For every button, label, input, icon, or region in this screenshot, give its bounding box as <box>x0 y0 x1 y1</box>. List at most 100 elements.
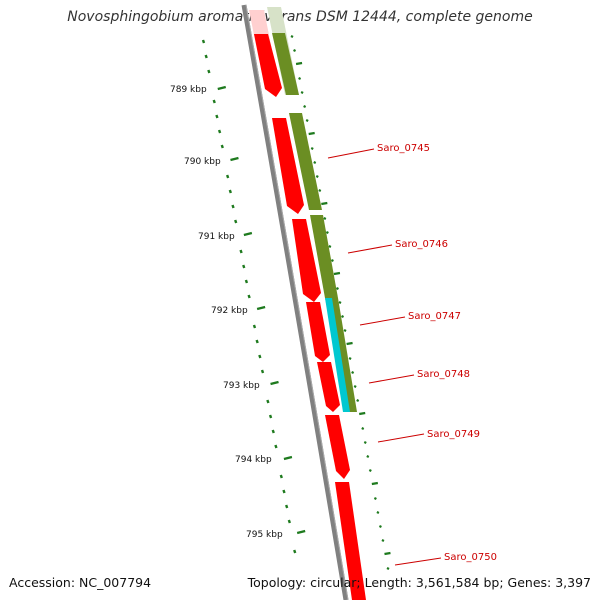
ruler-minor-tick <box>285 504 289 509</box>
ruler-minor-tick <box>217 129 222 134</box>
outer-tick <box>300 91 304 94</box>
leader-line <box>368 374 415 384</box>
outer-tick <box>359 411 366 416</box>
outer-tick <box>313 161 317 164</box>
outer-tick <box>295 61 303 66</box>
outer-tick <box>335 287 339 290</box>
outer-tick <box>333 271 341 276</box>
gene-feature[interactable] <box>289 113 322 210</box>
ruler-minor-tick <box>226 174 230 179</box>
cds-feature[interactable] <box>272 118 304 214</box>
accession-text: Accession: NC_007794 <box>9 575 152 590</box>
ruler-minor-tick <box>207 69 211 74</box>
ruler-minor-tick <box>201 39 206 44</box>
ruler-minor-tick <box>239 249 243 254</box>
ruler-minor-tick <box>255 339 259 344</box>
cds-feature[interactable] <box>317 362 340 412</box>
gene-label[interactable]: Saro_0747 <box>408 311 461 322</box>
ruler-label: 790 kbp <box>184 157 221 167</box>
outer-tick <box>325 231 329 234</box>
outer-tick <box>361 427 365 430</box>
ruler-minor-tick <box>212 99 216 104</box>
outer-tick <box>293 49 297 52</box>
outer-tick <box>386 567 390 570</box>
leader-line <box>327 148 375 159</box>
ruler-minor-tick <box>282 489 286 494</box>
gene-label[interactable]: Saro_0749 <box>427 429 480 440</box>
ruler-minor-tick <box>271 429 275 434</box>
ruler-label: 793 kbp <box>223 381 260 391</box>
outer-tick <box>376 511 380 514</box>
ruler-minor-tick <box>287 519 291 524</box>
ruler-minor-tick <box>220 144 224 149</box>
ruler-minor-tick <box>258 354 262 359</box>
ruler-minor-tick <box>231 204 235 209</box>
ruler-label: 791 kbp <box>198 232 235 242</box>
misc-feature[interactable] <box>325 298 350 412</box>
genome-backbone-highlight <box>245 4 349 600</box>
cds-feature[interactable] <box>335 482 366 600</box>
gene-feature[interactable] <box>310 215 338 298</box>
gene-feature[interactable] <box>272 33 299 95</box>
ruler-minor-tick <box>274 444 278 449</box>
outer-tick-marks <box>290 35 391 570</box>
cds-feature[interactable] <box>325 415 350 479</box>
ruler-minor-tick <box>242 264 246 269</box>
ruler-minor-tick <box>204 54 208 59</box>
outer-tick <box>318 189 322 192</box>
ruler-label: 794 kbp <box>235 455 272 465</box>
ruler-minor-tick <box>293 549 297 554</box>
leader-line <box>394 557 442 566</box>
cds-feature[interactable] <box>306 302 330 362</box>
gene-label[interactable]: Saro_0748 <box>417 369 470 380</box>
outer-tick <box>310 147 314 150</box>
ruler-major-tick <box>256 305 266 311</box>
gene-label[interactable]: Saro_0750 <box>444 552 497 563</box>
ruler-major-tick <box>296 529 306 535</box>
outer-tick <box>381 539 385 542</box>
outer-tick <box>303 105 307 108</box>
ruler-major-tick <box>270 380 279 386</box>
gene-labels: Saro_0745 Saro_0746 Saro_0747 Saro_0748 … <box>377 143 497 563</box>
outer-tick <box>298 77 302 80</box>
gene-label[interactable]: Saro_0745 <box>377 143 430 154</box>
ruler-minor-tick <box>279 474 283 479</box>
gene-label[interactable]: Saro_0746 <box>395 239 448 250</box>
outer-tick <box>368 469 372 472</box>
outer-tick <box>384 551 391 556</box>
outer-tick <box>348 357 352 360</box>
ruler-labels: 789 kbp 790 kbp 791 kbp 792 kbp 793 kbp … <box>170 85 283 540</box>
outer-tick <box>321 201 328 206</box>
outer-tick <box>315 175 319 178</box>
outer-tick <box>330 259 334 262</box>
gene-label-leaders <box>327 148 442 566</box>
leader-line <box>377 433 425 443</box>
outer-tick <box>346 341 353 346</box>
genome-summary-text: Topology: circular; Length: 3,561,584 bp… <box>247 575 591 590</box>
ruler-minor-tick <box>268 414 273 419</box>
ruler-minor-tick <box>266 399 270 404</box>
ruler-minor-tick <box>234 219 238 224</box>
genome-title: Novosphingobium aromaticivorans DSM 1244… <box>67 9 533 25</box>
outer-tick <box>338 301 342 304</box>
ruler-minor-tick <box>252 324 257 329</box>
cds-feature[interactable] <box>292 219 321 302</box>
ruler-minor-tick <box>247 294 251 299</box>
outer-tick <box>328 245 332 248</box>
ruler-major-tick <box>283 455 293 461</box>
ruler-minor-tick <box>244 279 249 284</box>
ruler-major-tick <box>230 156 239 162</box>
cds-feature[interactable] <box>254 34 282 97</box>
ruler-minor-tick <box>215 114 219 119</box>
ruler-minor-tick <box>228 189 232 194</box>
genome-backbone <box>241 4 349 600</box>
outer-tick <box>308 131 315 136</box>
position-ruler <box>201 39 306 554</box>
ruler-major-tick <box>243 231 253 237</box>
ruler-major-tick <box>217 85 227 91</box>
outer-tick <box>373 497 377 500</box>
ruler-label: 789 kbp <box>170 85 207 95</box>
outer-tick <box>323 217 327 220</box>
